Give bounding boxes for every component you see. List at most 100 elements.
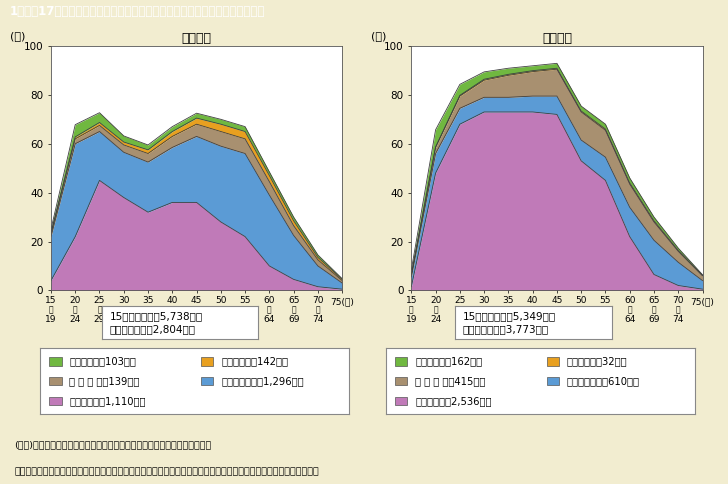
- FancyBboxPatch shape: [50, 396, 62, 405]
- Text: 〜: 〜: [97, 305, 102, 315]
- FancyBboxPatch shape: [395, 396, 408, 405]
- Text: 〜: 〜: [457, 305, 462, 315]
- Title: 《男性》: 《男性》: [542, 32, 572, 45]
- Text: 〜: 〜: [628, 305, 632, 315]
- Text: 70: 70: [312, 296, 324, 305]
- Text: 15歳以上人口：5,349万人: 15歳以上人口：5,349万人: [463, 311, 556, 321]
- Text: 45: 45: [191, 296, 202, 305]
- Text: (％): (％): [10, 31, 25, 41]
- Text: 35: 35: [142, 296, 154, 305]
- FancyBboxPatch shape: [50, 377, 62, 385]
- Text: 55: 55: [240, 296, 251, 305]
- Text: 69: 69: [648, 316, 660, 324]
- Text: 〜: 〜: [603, 305, 608, 315]
- Text: 〜: 〜: [433, 305, 438, 315]
- FancyBboxPatch shape: [201, 377, 213, 385]
- Text: 30: 30: [478, 296, 490, 305]
- Text: 49: 49: [191, 316, 202, 324]
- Text: 75(歳): 75(歳): [691, 297, 714, 306]
- Text: 19: 19: [405, 316, 417, 324]
- Text: 50: 50: [215, 296, 226, 305]
- Text: 正規雇用者：2,536万人: 正規雇用者：2,536万人: [415, 396, 491, 406]
- FancyBboxPatch shape: [50, 357, 62, 366]
- Text: 25: 25: [454, 296, 465, 305]
- Text: 24: 24: [70, 316, 81, 324]
- FancyBboxPatch shape: [547, 377, 559, 385]
- Text: 完全失業者：103万人: 完全失業者：103万人: [69, 357, 136, 366]
- Text: 労働力人口　：2,804万人: 労働力人口 ：2,804万人: [110, 325, 196, 334]
- Text: 家族従業者：142万人: 家族従業者：142万人: [221, 357, 288, 366]
- Text: 〜: 〜: [652, 305, 657, 315]
- Text: 〜: 〜: [676, 305, 681, 315]
- Text: 〜: 〜: [146, 305, 151, 315]
- Text: 19: 19: [45, 316, 57, 324]
- Text: 34: 34: [478, 316, 490, 324]
- Text: 自 営 業 主：415万人: 自 営 業 主：415万人: [415, 376, 486, 386]
- Text: 44: 44: [527, 316, 538, 324]
- FancyBboxPatch shape: [201, 357, 213, 366]
- FancyBboxPatch shape: [547, 357, 559, 366]
- Text: 正規雇用者：1,110万人: 正規雇用者：1,110万人: [69, 396, 146, 406]
- Text: 55: 55: [600, 296, 612, 305]
- Text: 15: 15: [45, 296, 57, 305]
- Text: 〜: 〜: [315, 305, 320, 315]
- Text: 69: 69: [288, 316, 299, 324]
- Text: 39: 39: [142, 316, 154, 324]
- Text: (％): (％): [371, 31, 386, 41]
- Text: 40: 40: [527, 296, 538, 305]
- Text: 59: 59: [600, 316, 612, 324]
- Text: 34: 34: [118, 316, 130, 324]
- Text: 74: 74: [673, 316, 684, 324]
- Text: 1－特－17図　年齢階級別労働力率の就業形態別内訳（男女別，平成２５年）: 1－特－17図 年齢階級別労働力率の就業形態別内訳（男女別，平成２５年）: [9, 5, 265, 18]
- Text: 〜: 〜: [530, 305, 535, 315]
- Text: 〜: 〜: [170, 305, 175, 315]
- Text: ２．　正規雇用者は「正規の職員・従業員」と「役員」の合計。非正規雇用者は「非正規の職員・従業員」。: ２． 正規雇用者は「正規の職員・従業員」と「役員」の合計。非正規雇用者は「非正規…: [15, 467, 319, 476]
- Text: 15歳以上人口：5,738万人: 15歳以上人口：5,738万人: [110, 311, 203, 321]
- Text: 労働力人口　：3,773万人: 労働力人口 ：3,773万人: [463, 325, 549, 334]
- Text: 60: 60: [264, 296, 275, 305]
- Text: 54: 54: [576, 316, 587, 324]
- Text: 家族従業者：32万人: 家族従業者：32万人: [567, 357, 628, 366]
- Text: 〜: 〜: [555, 305, 559, 315]
- Text: 〜: 〜: [122, 305, 126, 315]
- Text: 〜: 〜: [242, 305, 248, 315]
- Text: 20: 20: [430, 296, 441, 305]
- Text: 54: 54: [215, 316, 226, 324]
- Text: 45: 45: [551, 296, 563, 305]
- Text: 〜: 〜: [267, 305, 272, 315]
- Text: 65: 65: [288, 296, 299, 305]
- Text: 自 営 業 主：139万人: 自 営 業 主：139万人: [69, 376, 140, 386]
- Text: 〜: 〜: [482, 305, 486, 315]
- Text: 49: 49: [551, 316, 563, 324]
- Text: 30: 30: [118, 296, 130, 305]
- Text: 35: 35: [502, 296, 514, 305]
- Text: 59: 59: [240, 316, 251, 324]
- Text: 〜: 〜: [194, 305, 199, 315]
- FancyBboxPatch shape: [395, 357, 408, 366]
- Text: 64: 64: [264, 316, 275, 324]
- Text: 74: 74: [312, 316, 323, 324]
- Text: 25: 25: [94, 296, 105, 305]
- Text: 75(歳): 75(歳): [331, 297, 354, 306]
- FancyBboxPatch shape: [395, 377, 408, 385]
- Text: 24: 24: [430, 316, 441, 324]
- Title: 《女性》: 《女性》: [181, 32, 212, 45]
- Text: 29: 29: [94, 316, 105, 324]
- Text: 65: 65: [648, 296, 660, 305]
- Text: 〜: 〜: [49, 305, 53, 315]
- Text: 〜: 〜: [218, 305, 223, 315]
- Text: 64: 64: [624, 316, 636, 324]
- Text: 20: 20: [70, 296, 81, 305]
- Text: 39: 39: [502, 316, 514, 324]
- Text: 50: 50: [575, 296, 587, 305]
- Text: 完全失業者：162万人: 完全失業者：162万人: [415, 357, 483, 366]
- Text: 70: 70: [673, 296, 684, 305]
- Text: 〜: 〜: [291, 305, 296, 315]
- Text: 〜: 〜: [409, 305, 414, 315]
- Text: 非正規雇用者：1,296万人: 非正規雇用者：1,296万人: [221, 376, 304, 386]
- Text: 44: 44: [167, 316, 178, 324]
- Text: 40: 40: [167, 296, 178, 305]
- Text: 〜: 〜: [579, 305, 584, 315]
- Text: 〜: 〜: [73, 305, 78, 315]
- Text: 非正規雇用者：610万人: 非正規雇用者：610万人: [567, 376, 640, 386]
